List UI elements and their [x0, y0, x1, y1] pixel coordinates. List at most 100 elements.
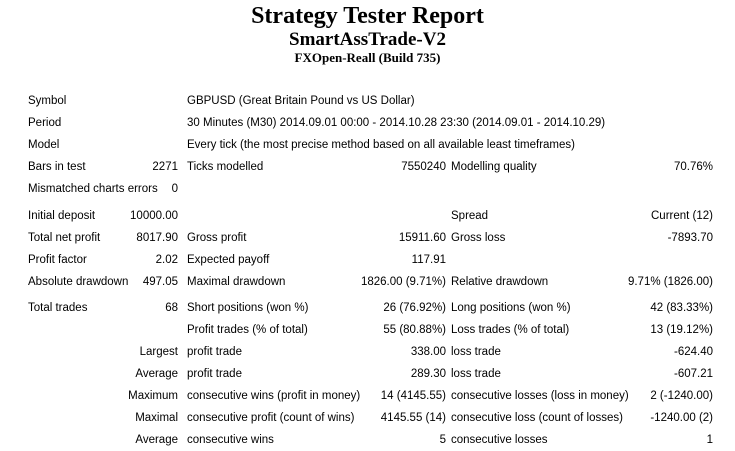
row-average-trade: Average profit trade 289.30 loss trade -… [28, 363, 735, 385]
row-maximal-consecutive: Maximal consecutive profit (count of win… [28, 407, 735, 429]
gross-loss-label: Gross loss [451, 232, 506, 244]
consecutive-wins-money-value: 14 (4145.55) [380, 390, 446, 402]
mismatched-charts-errors-value: 0 [171, 183, 178, 195]
row-cell: Spread Current (12) [451, 210, 713, 222]
qualifier-largest: Largest [139, 346, 178, 358]
row-cell: Gross loss -7893.70 [451, 232, 713, 244]
row-cell: Average [28, 434, 178, 446]
maximal-drawdown-label: Maximal drawdown [187, 276, 286, 288]
row-cell: Initial deposit 10000.00 [28, 210, 178, 222]
total-net-profit-label: Total net profit [28, 232, 101, 244]
row-cell: profit trade 289.30 [187, 368, 446, 380]
total-trades-value: 68 [165, 302, 178, 314]
consecutive-profit-count-value: 4145.55 (14) [380, 412, 446, 424]
average-loss-trade-value: -607.21 [673, 368, 713, 380]
short-positions-label: Short positions (won %) [187, 302, 309, 314]
profit-factor-value: 2.02 [155, 254, 178, 266]
initial-deposit-value: 10000.00 [130, 210, 178, 222]
row-cell: Long positions (won %) 42 (83.33%) [451, 302, 713, 314]
row-cell: Mismatched charts errors 0 [28, 183, 178, 195]
absolute-drawdown-label: Absolute drawdown [28, 276, 129, 288]
row-cell: Total net profit 8017.90 [28, 232, 178, 244]
row-cell: Expected payoff 117.91 [187, 254, 446, 266]
mismatched-charts-errors-label: Mismatched charts errors [28, 183, 158, 195]
absolute-drawdown-value: 497.05 [142, 276, 178, 288]
row-cell: Profit factor 2.02 [28, 254, 178, 266]
symbol-label: Symbol [28, 95, 67, 107]
row-maximum-consecutive: Maximum consecutive wins (profit in mone… [28, 385, 735, 407]
short-positions-value: 26 (76.92%) [383, 302, 446, 314]
loss-trades-value: 13 (19.12%) [650, 324, 713, 336]
row-cell: Average [28, 368, 178, 380]
row-cell: consecutive wins (profit in money) 14 (4… [187, 390, 446, 402]
expected-payoff-value: 117.91 [411, 254, 446, 266]
profit-trades-value: 55 (80.88%) [383, 324, 446, 336]
consecutive-loss-count-label: consecutive loss (count of losses) [451, 412, 623, 424]
row-cell: 30 Minutes (M30) 2014.09.01 00:00 - 2014… [187, 117, 605, 129]
row-cell: profit trade 338.00 [187, 346, 446, 358]
row-cell: Loss trades (% of total) 13 (19.12%) [451, 324, 713, 336]
row-cell: Symbol [28, 95, 178, 107]
row-cell: Maximal drawdown 1826.00 (9.71%) [187, 276, 446, 288]
gross-profit-value: 15911.60 [398, 232, 446, 244]
expert-advisor-name: SmartAssTrade-V2 [289, 29, 446, 50]
row-cell: consecutive profit (count of wins) 4145.… [187, 412, 446, 424]
row-mismatched-charts-errors: Mismatched charts errors 0 [28, 178, 735, 200]
relative-drawdown-value: 9.71% (1826.00) [627, 276, 713, 288]
symbol-value: GBPUSD (Great Britain Pound vs US Dollar… [187, 95, 415, 107]
row-model: Model Every tick (the most precise metho… [28, 134, 735, 156]
long-positions-value: 42 (83.33%) [650, 302, 713, 314]
modelling-quality-label: Modelling quality [451, 161, 537, 173]
period-label: Period [28, 117, 62, 129]
row-cell: Bars in test 2271 [28, 161, 178, 173]
report-table: Symbol GBPUSD (Great Britain Pound vs US… [0, 90, 735, 451]
consecutive-losses-money-value: 2 (-1240.00) [650, 390, 713, 402]
page-title: Strategy Tester Report [251, 3, 484, 29]
profit-factor-label: Profit factor [28, 254, 87, 266]
loss-trade-label: loss trade [451, 346, 501, 358]
spread-value: Current (12) [651, 210, 713, 222]
row-cell: Absolute drawdown 497.05 [28, 276, 178, 288]
row-cell: consecutive losses (loss in money) 2 (-1… [451, 390, 713, 402]
model-label: Model [28, 139, 60, 151]
row-cell: Relative drawdown 9.71% (1826.00) [451, 276, 713, 288]
expected-payoff-label: Expected payoff [187, 254, 270, 266]
loss-trade-label: loss trade [451, 368, 501, 380]
row-cell: Total trades 68 [28, 302, 178, 314]
profit-trade-label: profit trade [187, 368, 242, 380]
row-bars-in-test: Bars in test 2271 Ticks modelled 7550240… [28, 156, 735, 178]
relative-drawdown-label: Relative drawdown [451, 276, 549, 288]
ticks-modelled-value: 7550240 [401, 161, 446, 173]
row-cell: Modelling quality 70.76% [451, 161, 713, 173]
row-absolute-drawdown: Absolute drawdown 497.05 Maximal drawdow… [28, 271, 735, 293]
consecutive-wins-money-label: consecutive wins (profit in money) [187, 390, 361, 402]
row-cell: Every tick (the most precise method base… [187, 139, 575, 151]
row-average-consecutive: Average consecutive wins 5 consecutive l… [28, 429, 735, 451]
largest-loss-trade-value: -624.40 [673, 346, 713, 358]
row-total-net-profit: Total net profit 8017.90 Gross profit 15… [28, 227, 735, 249]
server-build-info: FXOpen-Reall (Build 735) [294, 50, 441, 65]
average-consecutive-losses-label: consecutive losses [451, 434, 548, 446]
average-profit-trade-value: 289.30 [410, 368, 446, 380]
row-cell: consecutive loss (count of losses) -1240… [451, 412, 713, 424]
average-consecutive-wins-label: consecutive wins [187, 434, 274, 446]
row-largest-trade: Largest profit trade 338.00 loss trade -… [28, 341, 735, 363]
row-period: Period 30 Minutes (M30) 2014.09.01 00:00… [28, 112, 735, 134]
spread-label: Spread [451, 210, 489, 222]
row-cell: loss trade -607.21 [451, 368, 713, 380]
maximal-drawdown-value: 1826.00 (9.71%) [360, 276, 446, 288]
total-net-profit-value: 8017.90 [136, 232, 178, 244]
period-value: 30 Minutes (M30) 2014.09.01 00:00 - 2014… [187, 117, 606, 129]
average-consecutive-losses-value: 1 [706, 434, 713, 446]
qualifier-maximum: Maximum [128, 390, 178, 402]
row-cell: consecutive losses 1 [451, 434, 713, 446]
model-value: Every tick (the most precise method base… [187, 139, 575, 151]
row-cell: Profit trades (% of total) 55 (80.88%) [187, 324, 446, 336]
loss-trades-label: Loss trades (% of total) [451, 324, 570, 336]
bars-in-test-value: 2271 [152, 161, 178, 173]
row-cell: Short positions (won %) 26 (76.92%) [187, 302, 446, 314]
row-initial-deposit: Initial deposit 10000.00 Spread Current … [28, 205, 735, 227]
row-cell: loss trade -624.40 [451, 346, 713, 358]
row-cell: Period [28, 117, 178, 129]
row-total-trades: Total trades 68 Short positions (won %) … [28, 297, 735, 319]
